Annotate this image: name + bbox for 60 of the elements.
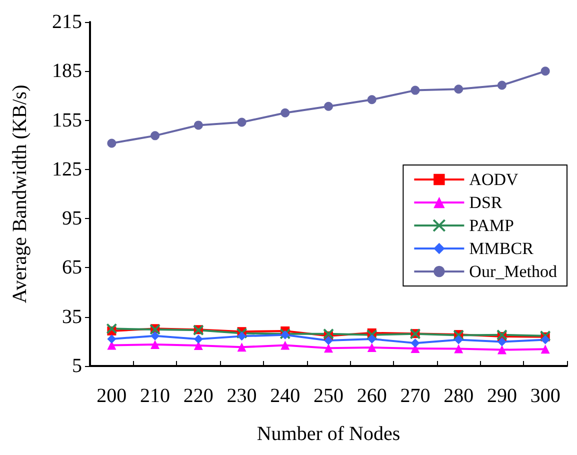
point (194, 334, 203, 344)
x-tick-label: 250 (314, 385, 344, 407)
y-tick-label: 155 (52, 109, 82, 132)
y-axis-title: Average Bandwidth (KB/s) (9, 84, 31, 304)
point (150, 131, 160, 140)
point (324, 102, 333, 111)
y-tick-label: 185 (52, 60, 82, 82)
point (107, 138, 116, 148)
x-tick-label: 260 (356, 385, 387, 407)
point (150, 331, 160, 340)
point (107, 334, 116, 344)
point (367, 342, 376, 352)
point (324, 336, 333, 345)
x-tick-label: 230 (226, 385, 257, 407)
y-tick-label: 95 (62, 208, 82, 230)
x-tick-label: 240 (270, 385, 300, 407)
legend-label: AODV (469, 170, 520, 189)
x-tick-label: 210 (140, 385, 170, 407)
point (280, 340, 290, 350)
point (150, 340, 160, 350)
x-tick-label: 290 (486, 385, 517, 407)
legend-label: Our_Method (469, 262, 558, 281)
point (497, 337, 506, 346)
point (540, 66, 550, 76)
point (324, 344, 333, 353)
point (194, 120, 203, 130)
y-tick-label: 5 (72, 355, 82, 377)
point (410, 86, 420, 95)
point (497, 345, 506, 354)
y-tick-label: 65 (62, 256, 82, 279)
y-tick-label: 35 (62, 306, 82, 328)
y-tick-label: 125 (52, 158, 82, 180)
legend-label: PAMP (469, 216, 514, 235)
point (540, 335, 550, 344)
point (236, 328, 248, 339)
point (280, 108, 290, 118)
point (454, 84, 464, 94)
point (454, 335, 464, 344)
point (237, 342, 246, 352)
x-tick-label: 300 (530, 385, 560, 407)
x-tick-label: 270 (400, 385, 430, 407)
point (106, 323, 118, 334)
point (496, 329, 508, 340)
point (366, 329, 378, 340)
point (323, 328, 334, 340)
legend-label: MMBCR (469, 239, 534, 258)
point (237, 332, 246, 341)
x-axis-title: Number of Nodes (256, 423, 400, 445)
x-tick-label: 280 (444, 385, 474, 407)
point (454, 344, 464, 354)
point (367, 95, 376, 104)
x-tick-label: 200 (96, 385, 127, 407)
point (410, 338, 420, 348)
point (497, 80, 506, 90)
x-tick-label: 220 (183, 385, 214, 407)
point (540, 344, 550, 354)
y-tick-label: 215 (52, 11, 82, 33)
legend-label: DSR (469, 193, 503, 212)
point (367, 334, 376, 344)
point (237, 118, 246, 127)
